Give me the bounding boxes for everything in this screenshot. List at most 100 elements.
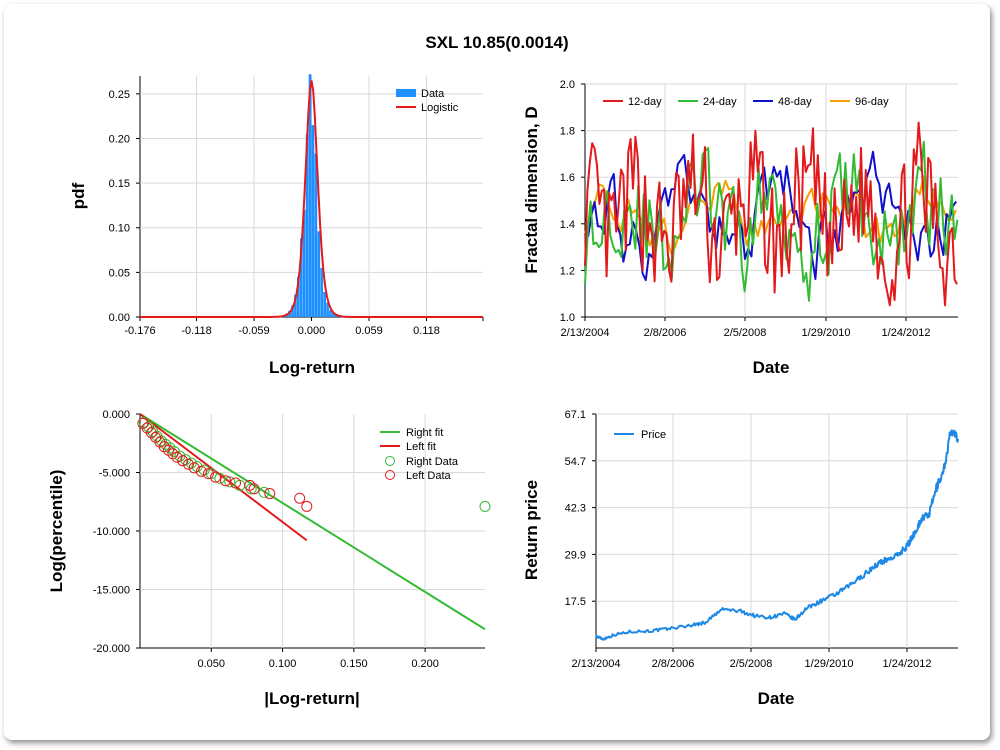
price-x-label: Date [758,689,795,708]
fractal-series-line [584,140,959,302]
price-plot-area [596,414,958,648]
tail-x-label: |Log-return| [264,689,359,708]
data-marker-left-data [182,458,194,470]
tail-y-tick-label: 0.000 [102,409,130,421]
fractal-x-tick-label: 1/24/2012 [882,327,931,339]
histogram-bar [291,305,294,317]
tail-x-tick-label: 0.100 [269,658,297,670]
data-marker-left-data [195,465,207,477]
tail-y-label: Log(percentile) [47,470,66,593]
price-x-tick-label: 2/13/2004 [572,658,621,670]
data-marker-left-data [294,492,306,504]
data-marker-right-data [214,472,226,484]
fit-line-left-fit [139,413,308,542]
legend-label-Left fit: Left fit [406,441,436,453]
histogram-bar [326,302,329,317]
legend-label-12-day: 12-day [628,96,662,108]
price-y-tick-label: 67.1 [565,409,586,421]
fractal-x-tick-label: 2/5/2008 [724,327,767,339]
legend-label-Right Data: Right Data [406,456,459,468]
legend-label-24-day: 24-day [703,96,737,108]
price-y-tick-label: 17.5 [565,596,586,608]
tail-y-tick-label: -5.000 [99,468,130,480]
price-y-tick-label: 54.7 [565,456,586,468]
data-marker-left-data [264,488,276,500]
histogram-x-tick-label: -0.059 [238,325,269,337]
legend-label-data: Data [421,88,445,100]
histogram-bar [323,292,326,317]
histogram-x-label: Log-return [269,358,355,377]
tail-y-tick-label: -10.000 [93,526,130,538]
histogram-y-tick-label: 0.20 [109,133,130,145]
price-x-tick-label: 1/29/2010 [805,658,854,670]
price-x-tick-label: 1/24/2012 [883,658,932,670]
fractal-y-tick-label: 1.2 [560,265,575,277]
fractal-y-tick-label: 2.0 [560,79,575,91]
price-x-tick-label: 2/8/2006 [652,658,695,670]
tail-panel: |Log-return| Log(percentile) 0.050 0.100 0… [47,409,491,708]
data-marker-left-data [202,468,214,480]
fractal-y-tick-label: 1.0 [560,312,575,324]
histogram-bar [299,238,303,317]
histogram-bar [302,209,306,317]
histogram-bar [311,125,315,317]
legend-label-48-day: 48-day [778,96,812,108]
fractal-y-tick-label: 1.8 [560,126,575,138]
histogram-bar [329,309,332,317]
histogram-bar [294,294,297,317]
fractal-series-line [584,121,958,307]
legend-label-Left Data: Left Data [406,470,452,482]
histogram-x-tick-label: -0.118 [181,325,211,337]
histogram-bar [314,153,318,317]
logistic-fit-line [140,80,483,318]
legend-label-price: Price [641,429,666,441]
histogram-panel: Log-return pdf -0.176 -0.118 -0.059 0.000 0.… [69,74,484,377]
legend-label-logistic: Logistic [421,102,459,114]
tail-x-tick-label: 0.050 [198,658,226,670]
data-marker-right-data [479,500,491,512]
histogram-bar [305,134,309,317]
histogram-x-tick-label: -0.176 [124,325,155,337]
data-marker-left-data [171,451,183,463]
chart-title: SXL 10.85(0.0014) [425,33,568,52]
fractal-panel: Date Fractal dimension, D 2/13/2004 2/8/2… [522,79,959,377]
data-marker-left-data [210,471,222,483]
histogram-y-tick-label: 0.15 [109,178,130,190]
data-marker-right-data [258,486,270,498]
price-x-tick-label: 2/5/2008 [730,658,773,670]
tail-y-tick-label: -20.000 [93,643,130,655]
fractal-y-label: Fractal dimension, D [522,106,541,273]
legend-label-Right fit: Right fit [406,427,443,439]
price-y-label: Return price [522,480,541,580]
histogram-y-label: pdf [69,182,88,209]
histogram-x-tick-label: 0.059 [355,325,383,337]
data-marker-left-data [230,477,242,489]
histogram-bar [317,231,321,317]
histogram-bar [308,74,312,317]
price-y-tick-label: 42.3 [565,503,586,515]
legend-swatch-Left Data [385,470,395,480]
histogram-y-tick-label: 0.00 [109,312,130,324]
tail-x-tick-label: 0.200 [411,658,439,670]
price-series-line [595,429,959,641]
tail-x-tick-label: 0.150 [340,658,368,670]
data-marker-left-data [177,455,189,467]
histogram-y-tick-label: 0.10 [109,223,130,235]
data-marker-left-data [188,462,200,474]
legend-swatch-data [396,89,416,97]
data-marker-right-data [224,476,236,488]
fractal-x-tick-label: 1/29/2010 [802,327,851,339]
fit-line-right-fit [139,413,486,631]
histogram-y-tick-label: 0.25 [109,89,130,101]
fractal-x-tick-label: 2/8/2006 [644,327,687,339]
fractal-x-label: Date [753,358,790,377]
fractal-series-line [584,150,958,282]
histogram-bar [320,267,324,317]
data-marker-left-data [301,500,313,512]
histogram-x-tick-label: 0.000 [298,325,326,337]
price-panel: Date Return price 2/13/2004 2/8/2006 2/5/2… [522,409,959,708]
data-marker-left-data [248,483,260,495]
fractal-y-tick-label: 1.4 [560,219,575,231]
histogram-x-tick-label: 0.118 [413,325,440,337]
